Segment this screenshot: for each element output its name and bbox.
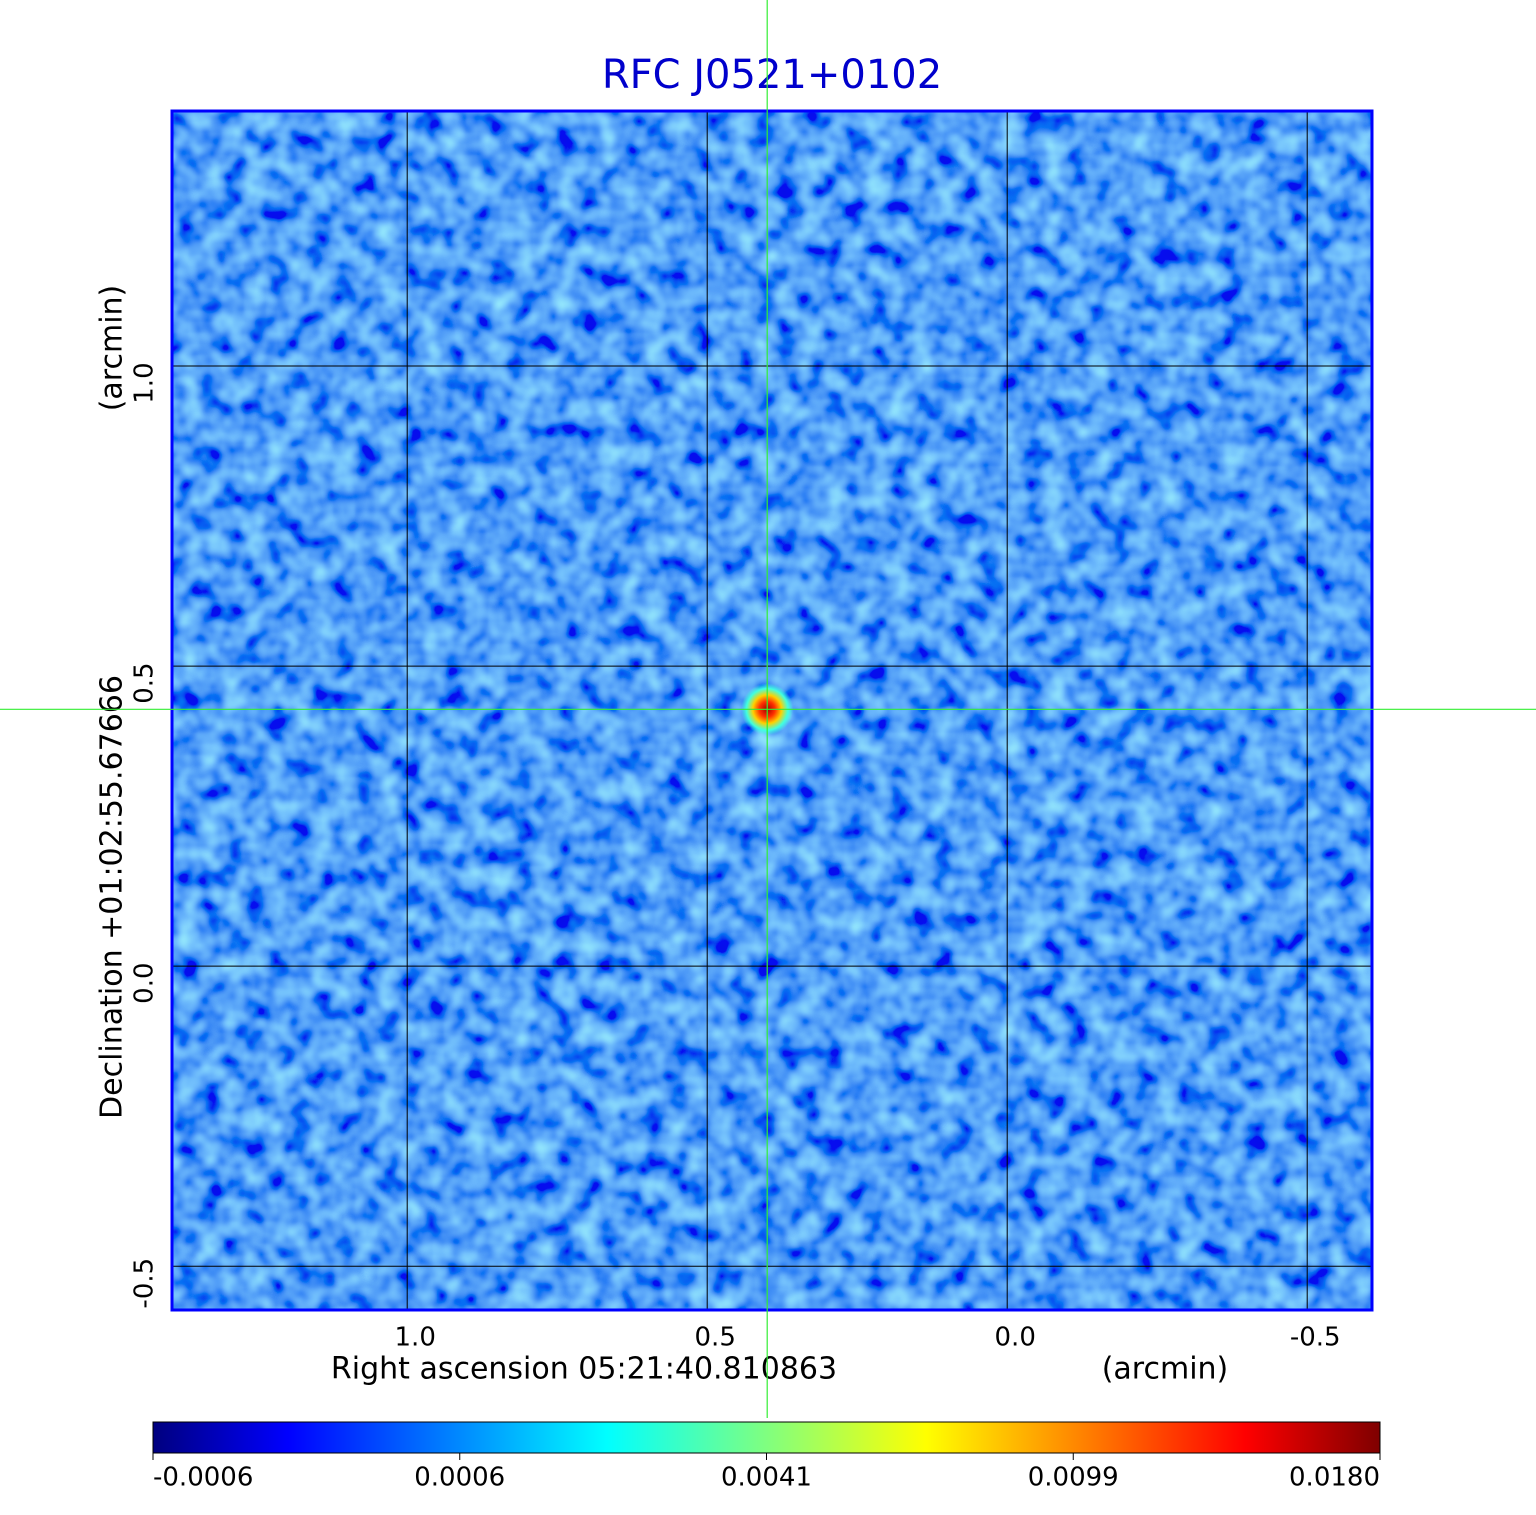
colorbar-tick-label: -0.0006 <box>153 1463 253 1493</box>
x-tick-label: 0.5 <box>695 1323 736 1353</box>
y-axis-unit: (arcmin) <box>95 285 130 412</box>
y-tick-label: 0.5 <box>130 662 160 703</box>
colorbar-tick-label: 0.0006 <box>414 1463 505 1493</box>
x-axis-unit: (arcmin) <box>1102 1352 1229 1387</box>
colorbar-tick-label: 0.0180 <box>1289 1463 1380 1493</box>
y-tick-label: 0.0 <box>130 962 160 1003</box>
y-axis-label: Declination +01:02:55.67666 <box>95 675 130 1119</box>
colorbar-tick-label: 0.0099 <box>1028 1463 1119 1493</box>
x-tick-label: 1.0 <box>395 1323 436 1353</box>
y-tick-label: 1.0 <box>130 362 160 403</box>
colorbar-tick-label: 0.0041 <box>721 1463 812 1493</box>
y-tick-label: -0.5 <box>130 1258 160 1309</box>
chart-title: RFC J0521+0102 <box>602 52 942 98</box>
x-tick-label: -0.5 <box>1290 1323 1341 1353</box>
x-tick-label: 0.0 <box>995 1323 1036 1353</box>
plot-border <box>170 109 1374 1312</box>
x-axis-label: Right ascension 05:21:40.810863 <box>331 1352 837 1387</box>
colorbar <box>152 1421 1381 1454</box>
